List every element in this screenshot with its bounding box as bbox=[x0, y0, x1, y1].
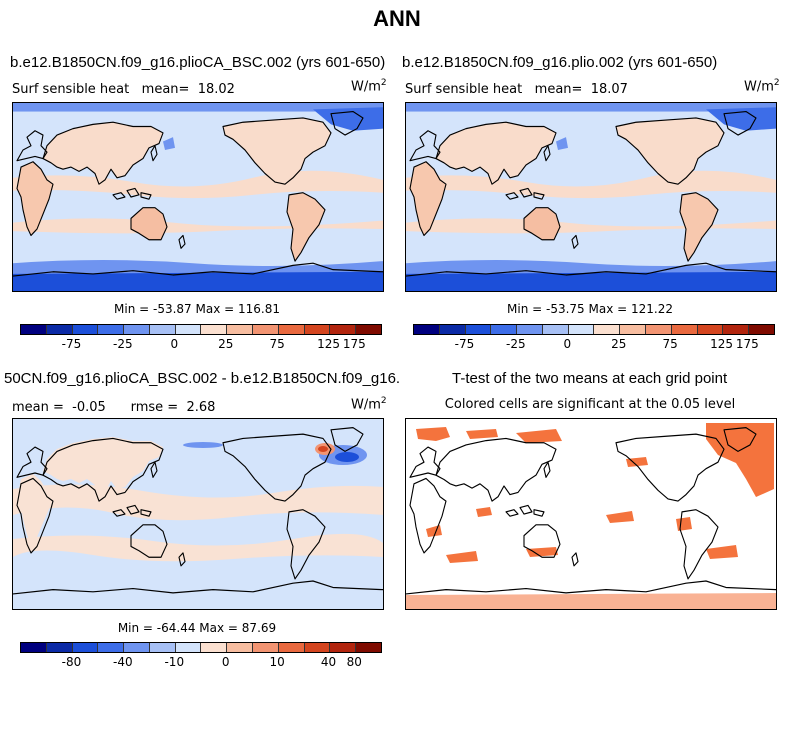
panel-variable-top-right: Surf sensible heat mean= 18.07 bbox=[405, 82, 628, 97]
colorbar-tick-label: 125 bbox=[710, 337, 734, 351]
map-top-left bbox=[12, 102, 384, 292]
colorbar-swatch bbox=[253, 643, 279, 652]
map-bottom-left bbox=[12, 418, 384, 610]
colorbar-swatch bbox=[465, 325, 492, 334]
colorbar-swatch bbox=[278, 325, 305, 334]
colorbar-tick-label: -80 bbox=[61, 655, 82, 669]
colorbar-swatch bbox=[98, 325, 125, 334]
mean-label: mean= bbox=[534, 82, 583, 97]
colorbar-swatch bbox=[201, 325, 228, 334]
colorbar-swatch bbox=[149, 325, 176, 334]
minmax-top-right: Min = -53.75 Max = 121.22 bbox=[507, 302, 673, 316]
colorbar-swatch bbox=[227, 325, 254, 334]
colorbar-swatch bbox=[671, 325, 698, 334]
minmax-bottom-left: Min = -64.44 Max = 87.69 bbox=[117, 621, 277, 635]
colorbar-swatch bbox=[517, 325, 543, 334]
colorbar-swatch bbox=[723, 325, 750, 334]
rmse-label: rmse = bbox=[130, 400, 179, 415]
colorbar-swatch bbox=[278, 643, 305, 652]
units-label-top-right: W/m2 bbox=[744, 78, 780, 95]
colorbar-tick-label: 80 bbox=[346, 655, 362, 669]
mean-value: 18.02 bbox=[197, 82, 235, 97]
colorbar-bottom-left bbox=[20, 642, 382, 653]
panel-title-bottom-right: T-test of the two means at each grid poi… bbox=[452, 370, 728, 387]
colorbar-tick-label: 0 bbox=[170, 337, 179, 351]
colorbar-swatch bbox=[330, 325, 357, 334]
colorbar-swatch bbox=[330, 643, 357, 652]
colorbar-ticks-top-left: -75 -25 0 25 75 125 175 bbox=[20, 337, 380, 351]
panel-subtitle-bottom-right: Colored cells are significant at the 0.0… bbox=[444, 397, 736, 412]
colorbar-swatch bbox=[124, 643, 150, 652]
colorbar-swatch bbox=[175, 643, 202, 652]
colorbar-ticks-top-right: -75 -25 0 25 75 125 175 bbox=[413, 337, 773, 351]
colorbar-swatch bbox=[568, 325, 595, 334]
colorbar-tick-label: -25 bbox=[506, 337, 526, 351]
colorbar-tick-label: -75 bbox=[61, 337, 82, 351]
colorbar-swatch bbox=[72, 325, 99, 334]
units-label-top-left: W/m2 bbox=[351, 78, 387, 95]
colorbar-ticks-bottom-left: -80 -40 -10 0 10 40 80 bbox=[20, 655, 380, 669]
colorbar-swatch bbox=[21, 643, 47, 652]
colorbar-swatch bbox=[72, 643, 99, 652]
mean-value: 18.07 bbox=[590, 82, 628, 97]
variable-label: Surf sensible heat bbox=[405, 82, 523, 97]
colorbar-swatch bbox=[491, 325, 518, 334]
colorbar-swatch bbox=[124, 325, 150, 334]
colorbar-swatch bbox=[98, 643, 125, 652]
colorbar-swatch bbox=[175, 325, 202, 334]
colorbar-top-left bbox=[20, 324, 382, 335]
main-title: ANN bbox=[373, 6, 421, 31]
colorbar-top-right bbox=[413, 324, 775, 335]
panel-stats-bottom-left: mean = -0.05 rmse = 2.68 bbox=[12, 400, 215, 415]
colorbar-tick-label: 10 bbox=[269, 655, 285, 669]
colorbar-swatch bbox=[304, 325, 331, 334]
colorbar-tick-label: 125 bbox=[317, 337, 341, 351]
minmax-top-left: Min = -53.87 Max = 116.81 bbox=[114, 302, 280, 316]
colorbar-tick-label: 75 bbox=[662, 337, 678, 351]
colorbar-tick-label: 25 bbox=[611, 337, 627, 351]
panel-title-top-right: b.e12.B1850CN.f09_g16.plio.002 (yrs 601-… bbox=[402, 54, 718, 71]
colorbar-swatch bbox=[646, 325, 672, 334]
units-label-bottom-left: W/m2 bbox=[351, 396, 387, 413]
colorbar-tick-label: 25 bbox=[218, 337, 234, 351]
mean-label: mean = bbox=[12, 400, 64, 415]
panel-title-bottom-left-clip: 50CN.f09_g16.plioCA_BSC.002 - b.e12.B185… bbox=[0, 370, 400, 387]
colorbar-swatch bbox=[227, 643, 254, 652]
colorbar-swatch bbox=[439, 325, 466, 334]
colorbar-tick-label: -75 bbox=[454, 337, 475, 351]
mean-label: mean= bbox=[141, 82, 190, 97]
panel-variable-top-left: Surf sensible heat mean= 18.02 bbox=[12, 82, 235, 97]
mean-value: -0.05 bbox=[72, 400, 106, 415]
colorbar-tick-label: -25 bbox=[113, 337, 133, 351]
colorbar-swatch bbox=[356, 643, 381, 652]
colorbar-swatch bbox=[356, 325, 381, 334]
colorbar-swatch bbox=[149, 643, 176, 652]
colorbar-tick-label: -10 bbox=[164, 655, 185, 669]
colorbar-tick-label: 0 bbox=[563, 337, 572, 351]
colorbar-swatch bbox=[46, 325, 73, 334]
colorbar-swatch bbox=[414, 325, 440, 334]
panel-title-top-left: b.e12.B1850CN.f09_g16.plioCA_BSC.002 (yr… bbox=[10, 54, 386, 71]
colorbar-tick-label: 40 bbox=[320, 655, 337, 669]
colorbar-swatch bbox=[697, 325, 724, 334]
colorbar-tick-label: -40 bbox=[113, 655, 133, 669]
colorbar-tick-label: 175 bbox=[735, 337, 759, 351]
colorbar-tick-label: 0 bbox=[221, 655, 230, 669]
colorbar-swatch bbox=[201, 643, 228, 652]
colorbar-swatch bbox=[304, 643, 331, 652]
colorbar-swatch bbox=[594, 325, 621, 334]
colorbar-tick-label: 175 bbox=[342, 337, 366, 351]
rmse-value: 2.68 bbox=[186, 400, 216, 415]
colorbar-tick-label: 75 bbox=[269, 337, 285, 351]
map-bottom-right bbox=[405, 418, 777, 610]
panel-title-bottom-left: 50CN.f09_g16.plioCA_BSC.002 - b.e12.B185… bbox=[4, 370, 400, 387]
variable-label: Surf sensible heat bbox=[12, 82, 130, 97]
map-top-right bbox=[405, 102, 777, 292]
colorbar-swatch bbox=[46, 643, 73, 652]
colorbar-swatch bbox=[542, 325, 569, 334]
colorbar-swatch bbox=[620, 325, 647, 334]
colorbar-swatch bbox=[253, 325, 279, 334]
colorbar-swatch bbox=[21, 325, 47, 334]
colorbar-swatch bbox=[749, 325, 774, 334]
